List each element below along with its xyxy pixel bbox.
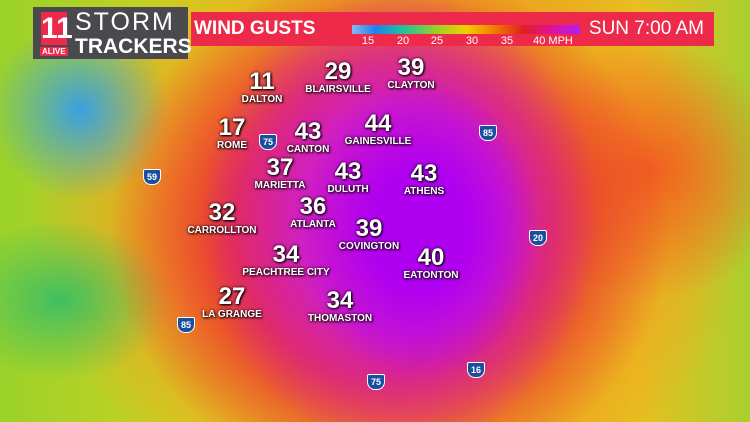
gust-value: 39 xyxy=(355,215,383,242)
legend-tick: 20 xyxy=(396,35,410,47)
city-name: CANTON xyxy=(286,144,330,155)
legend-tick: 40 MPH xyxy=(533,35,573,47)
header-bar: WIND GUSTS 15 20 25 30 35 40 MPH SUN 7:0… xyxy=(191,12,714,47)
forecast-time: SUN 7:00 AM xyxy=(588,18,704,39)
gust-value: 40 xyxy=(417,244,445,271)
gust-value: 34 xyxy=(272,241,300,268)
legend-tick: 25 xyxy=(430,35,444,47)
city-name: BLAIRSVILLE xyxy=(305,84,371,95)
gust-value: 43 xyxy=(294,118,322,145)
city-name: THOMASTON xyxy=(307,313,373,324)
interstate-shield-icon: 20 xyxy=(529,230,547,246)
city-name: DULUTH xyxy=(327,184,369,195)
legend-tick: 35 xyxy=(500,35,514,47)
interstate-shield-icon: 75 xyxy=(367,374,385,390)
city-thomaston: 34 THOMASTON xyxy=(307,287,373,325)
city-la-grange: 27 LA GRANGE xyxy=(202,283,262,321)
gust-value: 32 xyxy=(208,199,236,226)
logo-storm: STORM xyxy=(75,8,175,36)
legend-tick: 30 xyxy=(465,35,479,47)
city-duluth: 43 DULUTH xyxy=(327,158,369,196)
storm-trackers-logo: 11 ALIVE STORM TRACKERS xyxy=(33,7,192,59)
interstate-shield-icon: 85 xyxy=(177,317,195,333)
gust-value: 37 xyxy=(266,154,294,181)
interstate-shield-icon: 59 xyxy=(143,169,161,185)
city-name: GAINESVILLE xyxy=(344,136,412,147)
legend-color-bar xyxy=(352,25,580,34)
city-dalton: 11 DALTON xyxy=(241,68,283,106)
city-name: CLAYTON xyxy=(387,80,435,91)
logo-alive: ALIVE xyxy=(40,47,68,56)
city-name: LA GRANGE xyxy=(202,309,262,320)
interstate-shield-icon: 16 xyxy=(467,362,485,378)
city-name: CARROLLTON xyxy=(187,225,257,236)
city-name: ROME xyxy=(217,140,247,151)
interstate-shield-icon: 75 xyxy=(259,134,277,150)
city-canton: 43 CANTON xyxy=(286,118,330,156)
city-covington: 39 COVINGTON xyxy=(338,215,400,253)
interstate-shield-icon: 85 xyxy=(479,125,497,141)
city-blairsville: 29 BLAIRSVILLE xyxy=(305,58,371,96)
city-marietta: 37 MARIETTA xyxy=(254,154,306,192)
gust-value: 27 xyxy=(218,283,246,310)
gust-value: 44 xyxy=(364,110,392,137)
city-name: MARIETTA xyxy=(254,180,306,191)
city-name: PEACHTREE CITY xyxy=(242,267,330,278)
city-name: EATONTON xyxy=(403,270,459,281)
gust-value: 36 xyxy=(299,193,327,220)
city-peachtree-city: 34 PEACHTREE CITY xyxy=(242,241,330,279)
city-athens: 43 ATHENS xyxy=(403,160,445,198)
city-name: ATLANTA xyxy=(290,219,336,230)
gust-value: 43 xyxy=(410,160,438,187)
city-gainesville: 44 GAINESVILLE xyxy=(344,110,412,148)
logo-trackers: TRACKERS xyxy=(75,35,192,58)
gust-value: 43 xyxy=(334,158,362,185)
city-name: COVINGTON xyxy=(338,241,400,252)
city-carrollton: 32 CARROLLTON xyxy=(187,199,257,237)
logo-number: 11 xyxy=(41,12,73,45)
gust-value: 29 xyxy=(324,58,352,85)
city-name: DALTON xyxy=(241,94,283,105)
gust-value: 17 xyxy=(218,114,246,141)
legend-tick: 15 xyxy=(361,35,375,47)
gust-value: 11 xyxy=(249,68,275,95)
city-clayton: 39 CLAYTON xyxy=(387,54,435,92)
city-eatonton: 40 EATONTON xyxy=(403,244,459,282)
city-atlanta: 36 ATLANTA xyxy=(290,193,336,231)
city-rome: 17 ROME xyxy=(217,114,247,152)
city-name: ATHENS xyxy=(403,186,445,197)
gust-value: 39 xyxy=(397,54,425,81)
title: WIND GUSTS xyxy=(194,18,316,39)
gust-value: 34 xyxy=(326,287,354,314)
